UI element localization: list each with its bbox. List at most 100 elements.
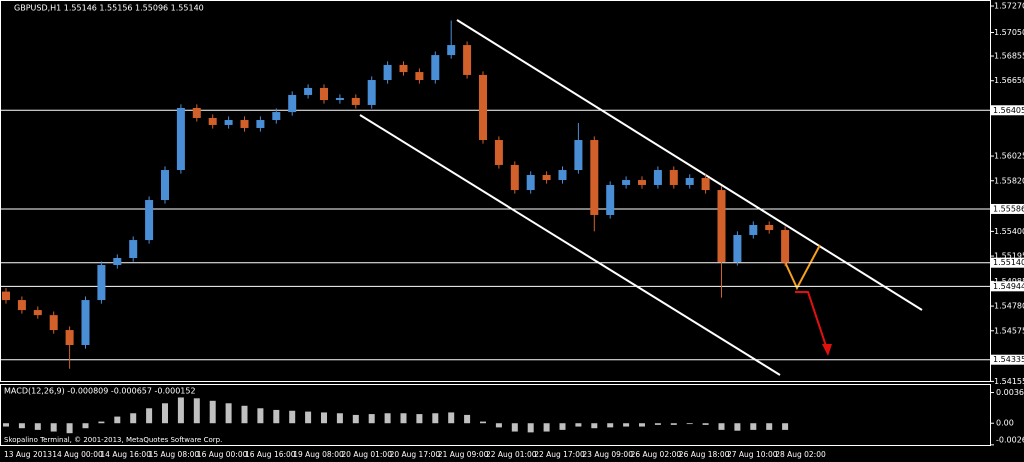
- macd-bar: [352, 414, 359, 424]
- macd-bar: [130, 413, 137, 424]
- macd-bar: [639, 423, 645, 427]
- candle-body: [781, 230, 790, 263]
- macd-y-tick-label: -0.002602: [996, 436, 1024, 445]
- candle-body: [685, 177, 694, 185]
- copyright: Skopalino Terminal, © 2001-2013, MetaQuo…: [4, 436, 222, 444]
- level-label-box: [991, 354, 1024, 365]
- macd-bar: [559, 423, 566, 430]
- level-label: 1.54335: [993, 355, 1024, 364]
- level-label: 1.54944: [993, 282, 1024, 291]
- candle-body: [463, 45, 472, 75]
- macd-bar: [18, 423, 25, 429]
- x-tick-label: 28 Aug 02:00: [775, 450, 826, 459]
- candle-body: [224, 120, 233, 125]
- macd-bar: [718, 423, 725, 430]
- candle-body: [622, 180, 631, 185]
- macd-bar: [114, 416, 121, 424]
- macd-bar: [209, 400, 216, 424]
- y-tick-label: 1.57050: [994, 28, 1024, 37]
- macd-bar: [368, 414, 375, 424]
- y-tick-label: 1.55820: [994, 176, 1024, 185]
- candle-body: [81, 300, 90, 346]
- candle-body: [447, 45, 456, 56]
- chart-title: GBPUSD,H1 1.55146 1.55156 1.55096 1.5514…: [14, 4, 204, 13]
- candle-body: [606, 184, 615, 215]
- candle-body: [272, 112, 281, 121]
- candle-body: [479, 74, 487, 141]
- macd-bar: [511, 423, 518, 432]
- macd-bar: [527, 423, 534, 433]
- candle-body: [765, 224, 774, 231]
- candle-body: [161, 170, 169, 201]
- channel-line: [359, 114, 781, 376]
- level-label: 1.55140: [993, 258, 1024, 267]
- projection-arrow: [784, 244, 821, 291]
- y-tick-label: 1.56650: [994, 76, 1024, 85]
- macd-bar: [384, 413, 391, 424]
- macd-bar: [82, 423, 89, 429]
- candle-body: [733, 234, 742, 262]
- macd-frame: [0, 384, 991, 446]
- macd-bar: [98, 421, 105, 424]
- macd-bar: [257, 408, 264, 424]
- candle-body: [192, 107, 201, 118]
- macd-bar: [670, 423, 677, 425]
- candle-body: [526, 174, 535, 191]
- candle-body: [320, 87, 328, 101]
- candle-body: [590, 140, 599, 215]
- macd-bar: [432, 413, 439, 424]
- candle-body: [542, 174, 551, 181]
- x-tick-label: 20 Aug 17:00: [390, 450, 441, 459]
- macd-bar: [495, 423, 502, 428]
- level-label-box: [991, 257, 1024, 268]
- candle-body: [638, 180, 646, 185]
- y-tick-label: 1.57270: [994, 2, 1024, 11]
- candle-body: [335, 97, 344, 101]
- candle-body: [701, 177, 710, 191]
- x-tick-label: 23 Aug 09:00: [582, 450, 633, 459]
- x-tick-label: 26 Aug 02:00: [631, 450, 682, 459]
- x-tick-label: 21 Aug 09:00: [438, 450, 489, 459]
- candle-body: [208, 117, 217, 125]
- macd-bar: [225, 403, 232, 424]
- y-tick-label: 1.56025: [994, 152, 1024, 161]
- macd-bar: [50, 423, 57, 432]
- macd-bar: [623, 423, 630, 427]
- level-label-box: [991, 281, 1024, 292]
- macd-bar: [686, 423, 693, 425]
- macd-bar: [336, 413, 343, 424]
- macd-bar: [400, 413, 407, 424]
- candle-body: [240, 120, 249, 128]
- candle-body: [669, 170, 678, 185]
- candle-body: [383, 64, 392, 81]
- candle-body: [653, 170, 662, 185]
- candle-body: [65, 330, 74, 346]
- x-tick-label: 16 Aug 16:00: [245, 450, 296, 459]
- macd-bar: [575, 423, 582, 427]
- candle-body: [574, 140, 583, 171]
- macd-bar: [162, 403, 168, 424]
- macd-bar: [654, 423, 661, 425]
- arrow-head: [822, 344, 832, 356]
- macd-bar: [193, 398, 200, 424]
- candle-body: [176, 107, 185, 171]
- channel-line: [456, 19, 923, 311]
- macd-bar: [273, 409, 280, 424]
- candle-body: [351, 97, 360, 105]
- macd-bar: [146, 408, 153, 424]
- candle-body: [304, 87, 313, 95]
- macd-bar: [34, 423, 41, 430]
- macd-y-tick-label: 0.003693: [996, 388, 1024, 397]
- y-tick-label: 1.54155: [994, 377, 1024, 386]
- projection-arrow: [795, 291, 829, 353]
- candle-body: [2, 291, 10, 301]
- candle-body: [749, 224, 758, 235]
- candle-body: [145, 200, 154, 241]
- level-label: 1.56405: [993, 106, 1024, 115]
- candle-body: [415, 72, 424, 81]
- candle-body: [399, 64, 408, 73]
- y-tick-label: 1.55195: [994, 252, 1024, 261]
- x-tick-label: 13 Aug 2013: [4, 450, 52, 459]
- y-tick-label: 1.54575: [994, 326, 1024, 335]
